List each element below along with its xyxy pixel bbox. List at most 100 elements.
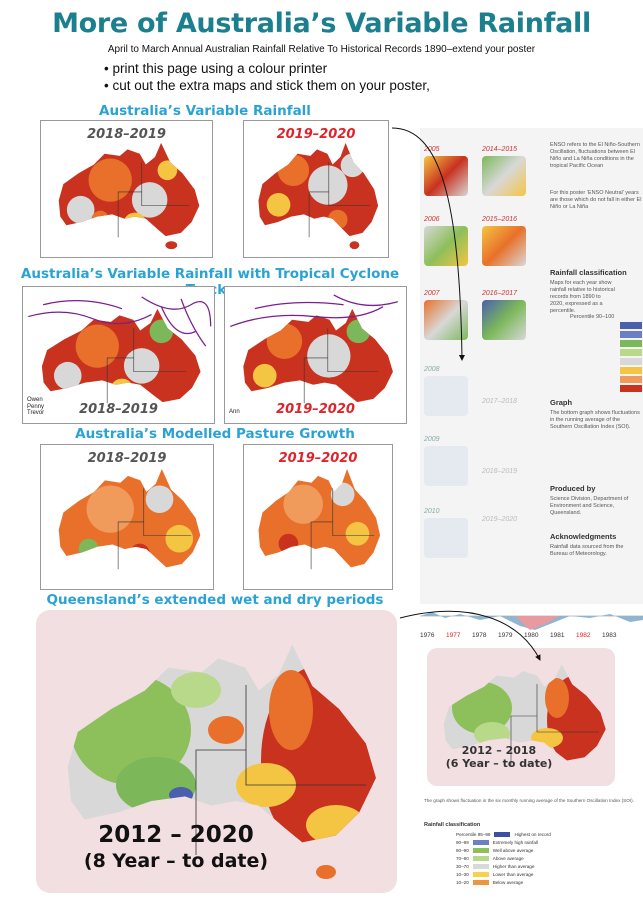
legend-pct: 90–99 <box>456 840 469 845</box>
year-label: 2019–2020 <box>482 516 518 523</box>
australia-map-dry <box>258 142 379 250</box>
period-label: 2019–2020 <box>276 127 356 142</box>
section-heading-pasture: Australia’s Modelled Pasture Growth <box>75 426 355 442</box>
poster-heading: Graph <box>550 398 573 407</box>
period-label: 2018–2019 <box>87 451 167 466</box>
poster-heading: Produced by <box>550 484 596 493</box>
poster-subtitle: April to March Annual Australian Rainfal… <box>107 44 536 55</box>
cyclone-tracks <box>230 294 398 328</box>
graph-year: 1981 <box>550 632 565 639</box>
period-label: 2018–2019 <box>79 402 158 417</box>
period-caption: 2012 – 2018 (6 Year – to date) <box>439 744 559 770</box>
mini-map <box>482 226 526 266</box>
instruction-item: cut out the extra maps and stick them on… <box>104 77 429 94</box>
mini-map <box>424 226 468 266</box>
year-label: 2010 <box>424 508 440 515</box>
legend-label: Higher than average <box>492 864 535 869</box>
graph-year: 1982 <box>576 632 591 639</box>
mini-map <box>424 156 468 196</box>
poster-text: Percentile 90–100 <box>570 314 615 320</box>
year-label: 2007 <box>424 290 440 297</box>
map-rainfall-2018-2019: 2018–2019 <box>40 120 213 258</box>
cyclone-tracks <box>28 296 212 347</box>
legend-row: 10–30 Lower than average <box>456 872 533 878</box>
legend-label: Highest on record <box>514 832 551 837</box>
legend-pct: 10–20 <box>456 880 469 885</box>
mini-map <box>424 300 468 340</box>
legend-label: Lower than average <box>492 872 534 877</box>
legend-swatch <box>620 349 642 356</box>
legend-swatch <box>494 832 511 838</box>
storm-names: Ann <box>229 409 240 415</box>
period-caption-years: 2012 – 2020 <box>98 822 254 848</box>
australia-map-cyclone <box>230 294 398 404</box>
year-label: 2009 <box>424 436 440 443</box>
legend-swatch <box>472 840 489 846</box>
poster-text: Science Division, Department of Environm… <box>550 496 629 516</box>
graph-year: 1977 <box>446 632 461 639</box>
australia-map-pasture <box>58 468 201 570</box>
poster-preview: 2005 2014–2015 2006 2015–2016 2007 2016–… <box>420 128 643 608</box>
poster-title: More of Australia’s Variable Rainfall <box>52 8 591 39</box>
graph-year: 1978 <box>472 632 487 639</box>
graph-year: 1976 <box>420 632 435 639</box>
legend-swatch <box>620 322 642 329</box>
australia-map-large <box>67 644 376 879</box>
year-label: 2014–2015 <box>482 146 518 153</box>
section-heading-queensland: Queensland’s extended wet and dry period… <box>46 592 384 608</box>
legend-label: Extremely high rainfall <box>492 840 538 845</box>
period-caption-duration: (6 Year – to date) <box>445 757 553 770</box>
legend-row: 30–70 Higher than average <box>456 864 534 870</box>
poster-legend-fragment: The graph shows fluctuation in the six m… <box>420 792 643 904</box>
legend-swatch <box>620 340 642 347</box>
legend-swatch <box>620 376 642 383</box>
poster-heading: Acknowledgments <box>550 532 617 541</box>
legend-swatch <box>472 880 489 886</box>
period-caption: 2012 – 2020 (8 Year – to date) <box>56 822 296 874</box>
poster-text: ENSO refers to the El Niño-Southern Osci… <box>550 142 640 169</box>
poster-text: For this poster ‘ENSO Neutral’ years are… <box>550 190 642 210</box>
mini-map <box>482 156 526 196</box>
legend-row: 10–20 Below average <box>456 880 523 886</box>
legend-pct: 70–80 <box>456 856 469 861</box>
legend-row: Percentile 95–99 Highest on record <box>456 832 551 838</box>
legend-note: The graph shows fluctuation in the six m… <box>424 798 634 803</box>
period-label: 2018–2019 <box>87 127 166 142</box>
legend-label: Above average <box>492 856 524 861</box>
year-label: 2008 <box>424 366 440 373</box>
legend-row: 90–99 Extremely high rainfall <box>456 840 538 846</box>
legend-swatch <box>620 367 642 374</box>
poster-text: The bottom graph shows fluctuations in t… <box>550 410 640 430</box>
map-cyclones-2019-2020: Ann 2019–2020 <box>224 286 407 424</box>
legend-swatch <box>472 872 489 878</box>
instructions-list: print this page using a colour printer c… <box>104 60 429 94</box>
mini-map <box>424 446 468 486</box>
australia-map-cyclone <box>28 296 212 404</box>
map-queensland-2012-2020: 2012 – 2020 (8 Year – to date) <box>36 610 397 893</box>
map-pasture-2018-2019: 2018–2019 <box>40 444 214 590</box>
period-caption-years: 2012 – 2018 <box>461 744 537 757</box>
australia-map-dry <box>58 142 200 250</box>
legend-heading: Rainfall classification <box>424 822 481 828</box>
legend-swatch <box>620 331 642 338</box>
map-cyclones-2018-2019: Owen Penny Trevor 2018–2019 <box>22 286 215 424</box>
year-label: 2005 <box>424 146 440 153</box>
map-rainfall-2019-2020: 2019–2020 <box>243 120 389 258</box>
soi-graph-years: 1976 1977 1978 1979 1980 1981 1982 1983 <box>420 632 643 639</box>
legend-swatch <box>472 856 489 862</box>
legend-row: 70–80 Above average <box>456 856 524 862</box>
mini-map <box>482 300 526 340</box>
legend-pct: Percentile 95–99 <box>456 832 491 837</box>
map-pasture-2019-2020: 2019–2020 <box>243 444 393 590</box>
graph-year: 1983 <box>602 632 617 639</box>
mini-map <box>424 376 468 416</box>
year-label: 2015–2016 <box>482 216 518 223</box>
legend-pct: 30–70 <box>456 864 469 869</box>
legend-swatch <box>620 358 642 365</box>
period-label: 2019–2020 <box>278 451 358 466</box>
legend-row: 80–90 Well above average <box>456 848 533 854</box>
legend-pct: 10–30 <box>456 872 469 877</box>
year-label: 2006 <box>424 216 440 223</box>
year-label: 2016–2017 <box>482 290 518 297</box>
storm-names: Owen Penny Trevor <box>27 397 45 416</box>
